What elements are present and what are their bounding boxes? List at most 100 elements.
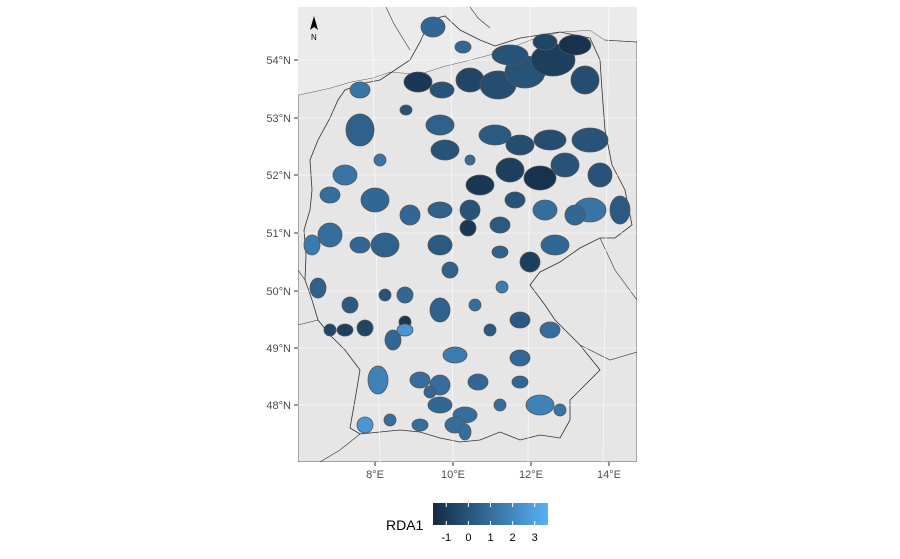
district-region (423, 385, 437, 399)
district-region (349, 236, 371, 254)
district-region (442, 346, 468, 364)
district-region (533, 129, 567, 151)
district-region (519, 251, 541, 273)
district-region (411, 418, 429, 432)
district-region (441, 261, 459, 279)
district-region (509, 311, 531, 329)
district-region (356, 416, 374, 434)
district-region (491, 245, 509, 259)
north-arrow-icon (310, 16, 318, 30)
map-panel: N (298, 7, 637, 462)
district-region (459, 219, 477, 237)
district-region (564, 204, 586, 226)
district-region (570, 65, 600, 95)
district-region (336, 323, 354, 337)
germany-border (303, 15, 633, 443)
legend-tick-label: 3 (532, 532, 538, 544)
district-region (409, 371, 431, 389)
district-regions (303, 16, 631, 441)
district-region (511, 375, 529, 389)
district-region (587, 162, 613, 188)
x-tick-label: 8°E (366, 469, 384, 481)
district-region (319, 186, 341, 204)
district-region (383, 413, 397, 427)
district-region (425, 114, 455, 136)
district-region (489, 216, 511, 234)
legend-tick-label: 1 (487, 532, 493, 544)
district-region (467, 373, 489, 391)
y-tick-label: 54°N (266, 55, 291, 67)
color-legend: RDA1 -1 0 1 2 3 (386, 503, 548, 544)
legend-tick-label: 2 (510, 532, 516, 544)
district-region (373, 153, 387, 167)
district-region (609, 195, 631, 225)
district-region (303, 234, 321, 256)
legend-colorbar (433, 503, 548, 525)
district-region (465, 174, 495, 196)
district-region (332, 164, 358, 186)
district-region (478, 124, 512, 146)
x-tick-label: 10°E (441, 469, 465, 481)
district-region (495, 280, 509, 294)
land-area (298, 29, 637, 462)
district-region (532, 33, 558, 51)
district-region (427, 234, 453, 256)
district-region (454, 40, 472, 54)
district-region (384, 329, 402, 351)
district-region (378, 288, 392, 302)
legend-ticks: -1 0 1 2 3 (441, 503, 538, 544)
neighbour-borders (298, 7, 637, 462)
legend-tick-label: -1 (441, 532, 451, 544)
district-region (420, 16, 446, 38)
district-region (509, 349, 531, 367)
district-region (399, 204, 421, 226)
district-region (525, 394, 555, 416)
x-tick-label: 14°E (597, 469, 621, 481)
district-region (360, 187, 390, 213)
legend-title: RDA1 (386, 517, 424, 533)
district-region (341, 296, 359, 314)
district-region (493, 398, 507, 412)
district-region (403, 71, 433, 93)
legend-tick-label: 0 (465, 532, 471, 544)
district-region (468, 298, 482, 312)
district-region (504, 191, 526, 209)
district-region (483, 323, 497, 337)
district-region (429, 81, 455, 99)
district-region (317, 222, 343, 248)
district-region (356, 319, 374, 337)
district-region (396, 286, 414, 304)
x-tick-label: 12°E (519, 469, 543, 481)
district-region (309, 277, 327, 299)
y-tick-label: 52°N (266, 170, 291, 182)
district-region (370, 232, 400, 258)
district-region (396, 323, 414, 337)
district-region (459, 199, 481, 221)
district-region (427, 396, 453, 414)
district-region (495, 157, 525, 183)
y-tick-label: 51°N (266, 228, 291, 240)
district-region (367, 365, 389, 395)
y-tick-label: 49°N (266, 343, 291, 355)
north-arrow: N (310, 16, 318, 42)
district-region (491, 44, 529, 66)
y-tick-label: 53°N (266, 113, 291, 125)
district-region (345, 113, 375, 147)
district-region (455, 67, 485, 93)
north-arrow-label: N (311, 33, 317, 42)
district-region (505, 134, 535, 156)
district-region (532, 199, 558, 221)
district-region (430, 139, 460, 161)
district-region (429, 297, 451, 323)
y-tick-label: 48°N (266, 400, 291, 412)
district-region (550, 152, 580, 178)
district-region (523, 165, 557, 191)
district-region (464, 154, 476, 166)
y-axis: 54°N 53°N 52°N 51°N 50°N 49°N 48°N (266, 55, 298, 412)
x-axis: 8°E 10°E 12°E 14°E (366, 462, 621, 481)
district-region (323, 323, 337, 337)
district-region (399, 104, 413, 116)
y-tick-label: 50°N (266, 286, 291, 298)
district-region (558, 34, 592, 56)
